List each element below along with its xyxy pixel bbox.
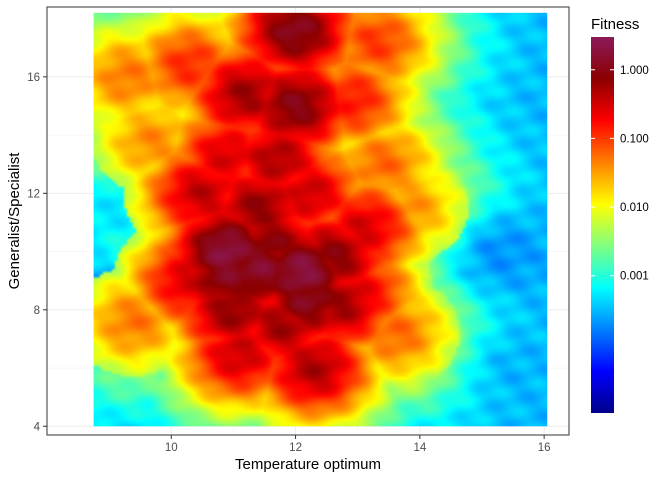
heatmap-image (93, 12, 548, 427)
y-tick-label: 16 (27, 72, 40, 84)
x-tick-label: 10 (165, 442, 178, 454)
legend-title: Fitness (591, 16, 639, 33)
y-tick-label: 4 (34, 421, 41, 433)
x-tick-label: 14 (413, 442, 426, 454)
legend-label: 0.100 (620, 133, 649, 145)
y-axis: 4 8 12 16 (27, 72, 47, 433)
legend-label: 0.010 (620, 202, 649, 214)
heatmap-area (93, 12, 548, 427)
legend-label: 1.000 (620, 65, 649, 77)
legend-ticks: 1.000 0.100 0.010 0.001 (591, 65, 649, 283)
y-tick-label: 12 (27, 188, 40, 200)
x-tick-label: 16 (538, 442, 551, 454)
x-tick-label: 12 (289, 442, 302, 454)
y-tick-label: 8 (34, 305, 40, 317)
x-axis: 10 12 14 16 (165, 435, 551, 454)
legend: Fitness 1.000 0.100 0.010 0.001 (591, 16, 649, 413)
legend-colorbar (591, 37, 614, 413)
x-axis-title: Temperature optimum (235, 456, 381, 473)
y-axis-title: Generalist/Specialist (6, 152, 23, 290)
legend-label: 0.001 (620, 271, 649, 283)
panel-border (46, 6, 570, 436)
